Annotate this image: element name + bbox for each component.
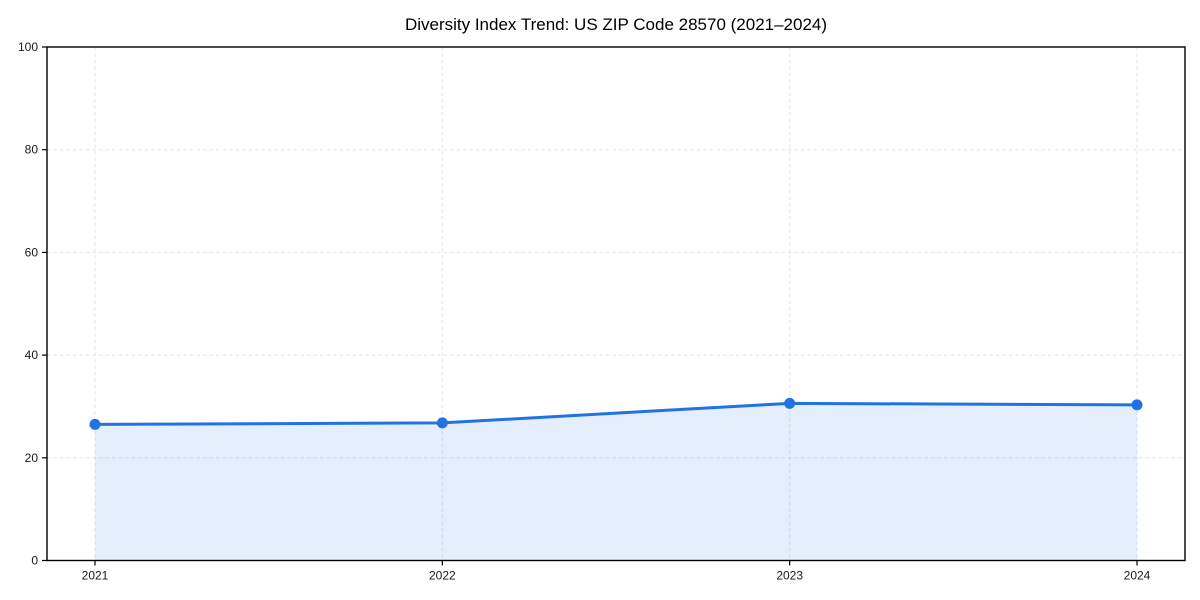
axes-frame	[46, 46, 1186, 562]
x-axis-tick-label: 2023	[776, 569, 803, 583]
plot-area: 0 20 40 60 80 100 2021 2022 2023 2024	[18, 40, 1186, 583]
x-axis-tick-label: 2021	[82, 569, 109, 583]
data-point-2021	[89, 418, 101, 430]
area-fill	[95, 403, 1137, 561]
y-axis-tick-label: 100	[18, 40, 38, 54]
y-axis-tick-label: 20	[25, 451, 39, 465]
y-axis-tick-label: 0	[31, 554, 38, 568]
chart-title: Diversity Index Trend: US ZIP Code 28570…	[405, 15, 827, 34]
y-axis-tick-label: 80	[25, 143, 39, 157]
data-point-2022	[436, 417, 448, 429]
x-axis-tick-label: 2022	[429, 569, 456, 583]
data-point-2024	[1131, 399, 1143, 411]
trend-line	[93, 401, 1139, 426]
x-axis-tick-label: 2024	[1124, 569, 1151, 583]
y-axis-tick-label: 60	[25, 245, 39, 259]
y-axis-tick-label: 40	[25, 348, 39, 362]
data-point-2023	[784, 397, 796, 409]
